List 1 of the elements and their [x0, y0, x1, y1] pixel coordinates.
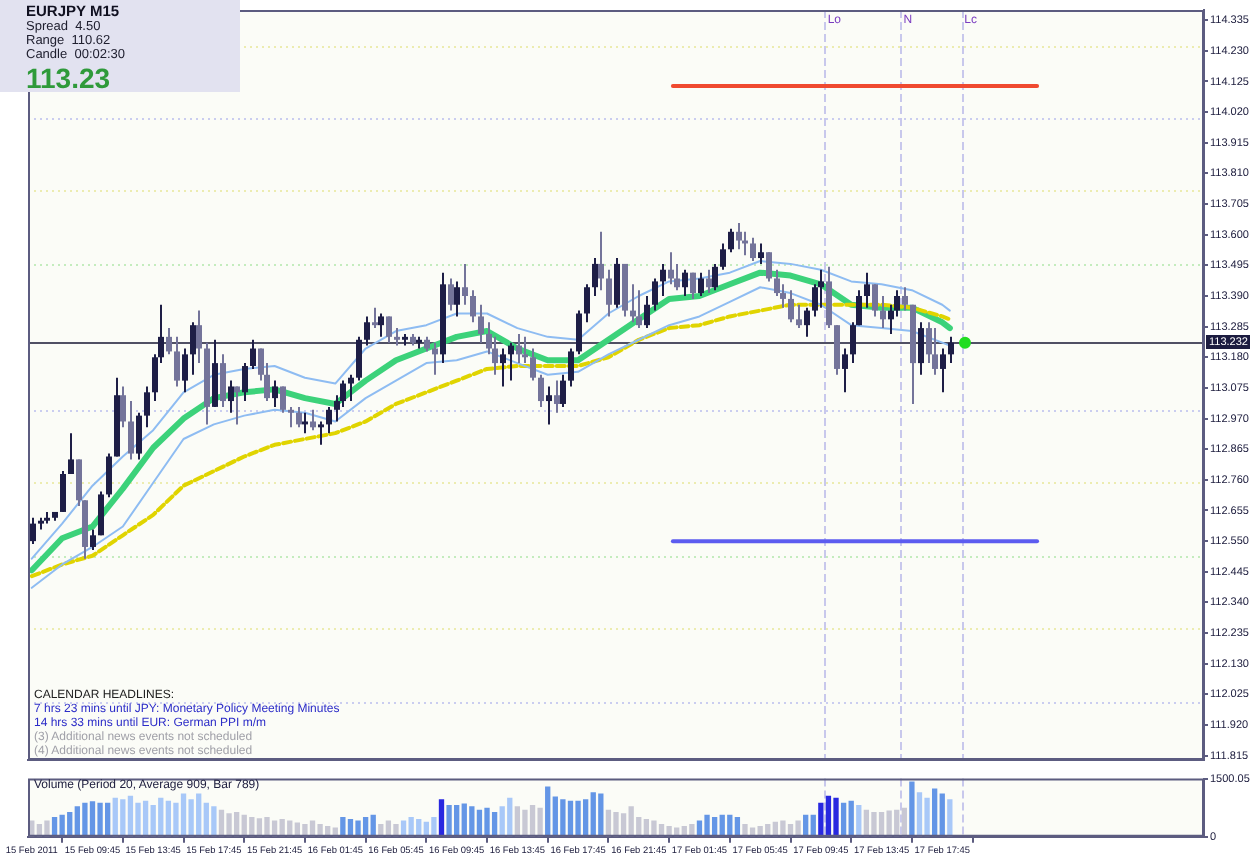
annotation: 113.23: [26, 62, 111, 94]
